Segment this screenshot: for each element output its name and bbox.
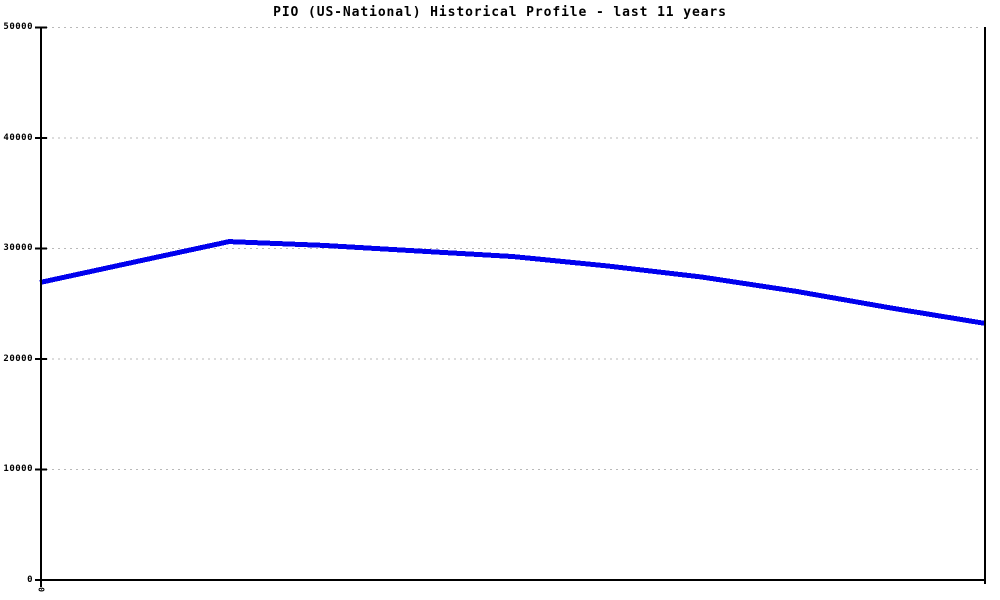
chart-title: PIO (US-National) Historical Profile - l… [273, 5, 727, 20]
y-axis-tick-label: 10000 [3, 464, 33, 474]
profile-line [39, 239, 986, 326]
gridlines [40, 27, 981, 470]
y-axis-tick-label: 40000 [3, 133, 33, 143]
y-axis-tick-label: 50000 [3, 22, 33, 32]
axes [40, 27, 986, 587]
y-axis-tick-label: 20000 [3, 354, 33, 364]
x-axis-tick-label: 0 [36, 587, 46, 592]
y-axis-ticks [35, 26, 47, 581]
y-axis-tick-label: 30000 [3, 243, 33, 253]
y-axis-tick-label: 0 [27, 575, 33, 585]
